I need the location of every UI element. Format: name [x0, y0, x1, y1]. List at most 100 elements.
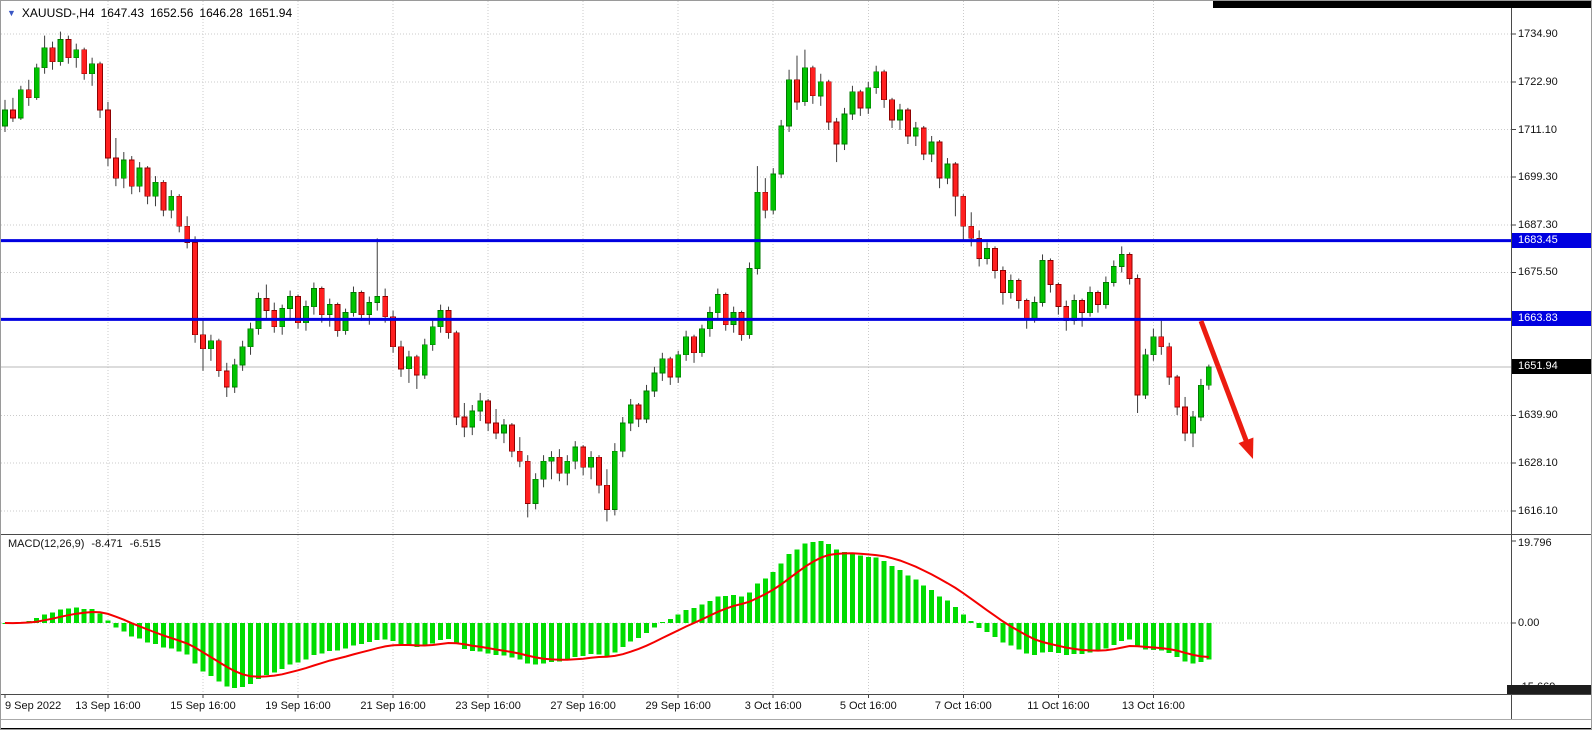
bear-candle	[968, 225, 975, 239]
macd-histogram-bar	[493, 623, 499, 656]
time-axis-label: 15 Sep 16:00	[170, 700, 236, 712]
window-inner-border	[1, 719, 1591, 720]
horizontal-scrollbar-thumb[interactable]	[1507, 685, 1591, 694]
macd-histogram-bar	[192, 623, 198, 664]
macd-histogram-bar	[1071, 623, 1077, 655]
price-axis-label: 1722.90	[1518, 76, 1558, 89]
macd-name: MACD(12,26,9)	[8, 538, 85, 550]
bull-candle	[778, 125, 785, 175]
bull-candle	[17, 89, 24, 119]
bull-candle	[1110, 266, 1117, 284]
bull-candle	[619, 422, 626, 452]
bull-candle	[120, 159, 127, 179]
macd-histogram-bar	[279, 623, 285, 669]
bull-candle	[651, 372, 658, 392]
time-axis-label: 27 Sep 16:00	[550, 700, 616, 712]
price-axis-label: 1675.50	[1518, 266, 1558, 279]
price-axis-label: 1711.10	[1518, 123, 1557, 136]
bull-candle	[897, 109, 903, 121]
indicator-pane-divider[interactable]	[1, 534, 1591, 535]
top-right-black-bar	[1213, 1, 1591, 8]
bear-candle	[881, 71, 888, 101]
bull-candle	[873, 71, 880, 89]
bull-candle	[1087, 292, 1093, 314]
bull-candle	[429, 326, 436, 346]
bull-candle	[754, 191, 761, 269]
price-axis-label: 1639.90	[1518, 409, 1558, 422]
macd-histogram-bar	[319, 623, 325, 654]
price-axis-label: 1699.30	[1518, 170, 1558, 183]
macd-histogram-bar	[826, 544, 832, 623]
macd-histogram-bar	[691, 608, 697, 623]
macd-histogram-bar	[422, 623, 428, 646]
macd-histogram-bar	[1008, 623, 1014, 646]
macd-histogram-bar	[1135, 623, 1141, 648]
bull-candle	[699, 328, 705, 354]
macd-histogram-bar	[541, 623, 547, 664]
macd-histogram-bar	[42, 614, 48, 623]
macd-histogram-bar	[612, 623, 618, 653]
bull-candle	[326, 304, 333, 316]
bear-candle	[128, 159, 135, 187]
macd-histogram-bar	[271, 623, 277, 673]
macd-histogram-bar	[1119, 623, 1125, 642]
bull-candle	[944, 163, 951, 179]
bear-candle	[49, 47, 56, 63]
macd-histogram-bar	[208, 623, 214, 677]
macd-histogram-bar	[564, 623, 570, 660]
bull-candle	[714, 294, 721, 314]
trend-arrow-line[interactable]	[1198, 320, 1250, 445]
bull-candle	[817, 81, 824, 97]
macd-histogram-bar	[224, 623, 230, 687]
time-axis-label: 11 Oct 16:00	[1027, 700, 1090, 712]
bear-candle	[1126, 253, 1133, 279]
bull-candle	[1118, 253, 1125, 267]
bull-candle	[588, 456, 594, 468]
macd-histogram-bar	[897, 569, 903, 623]
macd-histogram-bar	[636, 623, 642, 638]
macd-histogram-bar	[501, 623, 507, 656]
macd-histogram-bar	[438, 623, 444, 640]
bear-candle	[81, 49, 88, 75]
macd-histogram-bar	[453, 623, 459, 645]
bear-candle	[596, 456, 602, 486]
bear-candle	[334, 304, 341, 332]
bull-candle	[802, 67, 808, 103]
bear-candle	[184, 225, 191, 243]
macd-histogram-bar	[34, 618, 40, 623]
bull-candle	[1039, 259, 1046, 303]
macd-histogram-bar	[1047, 623, 1053, 653]
macd-histogram-bar	[921, 585, 927, 623]
bull-candle	[89, 63, 96, 75]
macd-histogram-bar	[731, 595, 737, 623]
bull-candle	[406, 356, 412, 370]
bear-candle	[992, 247, 998, 271]
price-axis-label: 1616.10	[1518, 504, 1558, 517]
trend-arrow-head[interactable]	[1238, 437, 1254, 460]
macd-histogram-bar	[786, 554, 792, 623]
bear-candle	[192, 241, 198, 336]
bull-candle	[984, 247, 990, 259]
macd-histogram-bar	[430, 623, 436, 644]
symbol-dropdown-icon[interactable]: ▼	[7, 8, 16, 18]
macd-histogram-bar	[556, 623, 562, 662]
macd-histogram-bar	[770, 571, 776, 623]
bear-candle	[508, 424, 515, 452]
bull-candle	[786, 79, 792, 127]
bear-candle	[1000, 270, 1006, 294]
macd-histogram-bar	[810, 542, 816, 623]
time-axis-label: 13 Sep 16:00	[75, 700, 141, 712]
bull-candle	[350, 292, 357, 314]
macd-histogram-bar	[232, 623, 238, 688]
macd-histogram-bar	[889, 566, 895, 623]
bear-candle	[889, 99, 895, 121]
macd-histogram-bar	[1174, 623, 1180, 657]
macd-histogram-bar	[105, 620, 111, 623]
macd-histogram-bar	[937, 596, 943, 623]
bull-candle	[849, 91, 856, 115]
bull-candle	[540, 460, 547, 480]
bear-candle	[1095, 292, 1101, 306]
bear-candle	[358, 292, 365, 316]
